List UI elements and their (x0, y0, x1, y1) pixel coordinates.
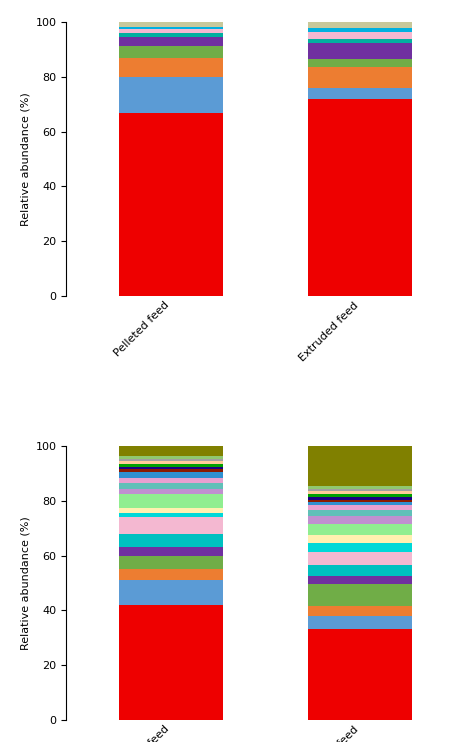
Bar (118, 29, 223, 33)
Bar (308, 32, 412, 39)
Bar (308, 43, 412, 59)
Bar (118, 548, 223, 556)
Bar (118, 464, 223, 467)
Bar (118, 508, 223, 513)
Bar (118, 494, 223, 508)
Bar (118, 456, 223, 459)
Bar (308, 524, 412, 535)
Bar (308, 497, 412, 499)
Bar (308, 489, 412, 491)
Bar (308, 491, 412, 494)
Bar (118, 605, 223, 720)
Bar (308, 535, 412, 543)
Bar (308, 99, 412, 296)
Bar (118, 533, 223, 548)
Bar (118, 77, 223, 113)
Bar (118, 556, 223, 569)
Bar (118, 459, 223, 462)
Bar (118, 446, 223, 456)
Bar (118, 569, 223, 580)
Bar (308, 494, 412, 497)
Bar (118, 462, 223, 464)
Y-axis label: Relative abundance (%): Relative abundance (%) (20, 92, 30, 226)
Bar (308, 516, 412, 524)
Bar (118, 22, 223, 27)
Bar (308, 27, 412, 32)
Bar (118, 45, 223, 58)
Bar (118, 489, 223, 494)
Bar (308, 486, 412, 489)
Bar (308, 88, 412, 99)
Bar (118, 113, 223, 296)
Bar (308, 565, 412, 576)
Bar (308, 616, 412, 629)
Bar (308, 585, 412, 606)
Bar (308, 551, 412, 565)
Bar (308, 39, 412, 43)
Y-axis label: Relative abundance (%): Relative abundance (%) (20, 516, 30, 650)
Bar (308, 22, 412, 27)
Bar (118, 513, 223, 517)
Bar (308, 576, 412, 585)
Bar (118, 467, 223, 470)
Bar (118, 27, 223, 29)
Bar (308, 505, 412, 510)
Bar (308, 502, 412, 505)
Bar (118, 478, 223, 483)
Bar (308, 446, 412, 486)
Bar (308, 543, 412, 551)
Bar (308, 59, 412, 68)
Bar (118, 483, 223, 489)
Bar (118, 37, 223, 45)
Bar (308, 510, 412, 516)
Bar (308, 606, 412, 616)
Bar (308, 68, 412, 88)
Bar (308, 499, 412, 502)
Bar (118, 580, 223, 605)
Bar (118, 58, 223, 77)
Bar (118, 33, 223, 37)
Bar (308, 629, 412, 720)
Bar (118, 470, 223, 472)
Bar (118, 472, 223, 478)
Bar (118, 517, 223, 533)
